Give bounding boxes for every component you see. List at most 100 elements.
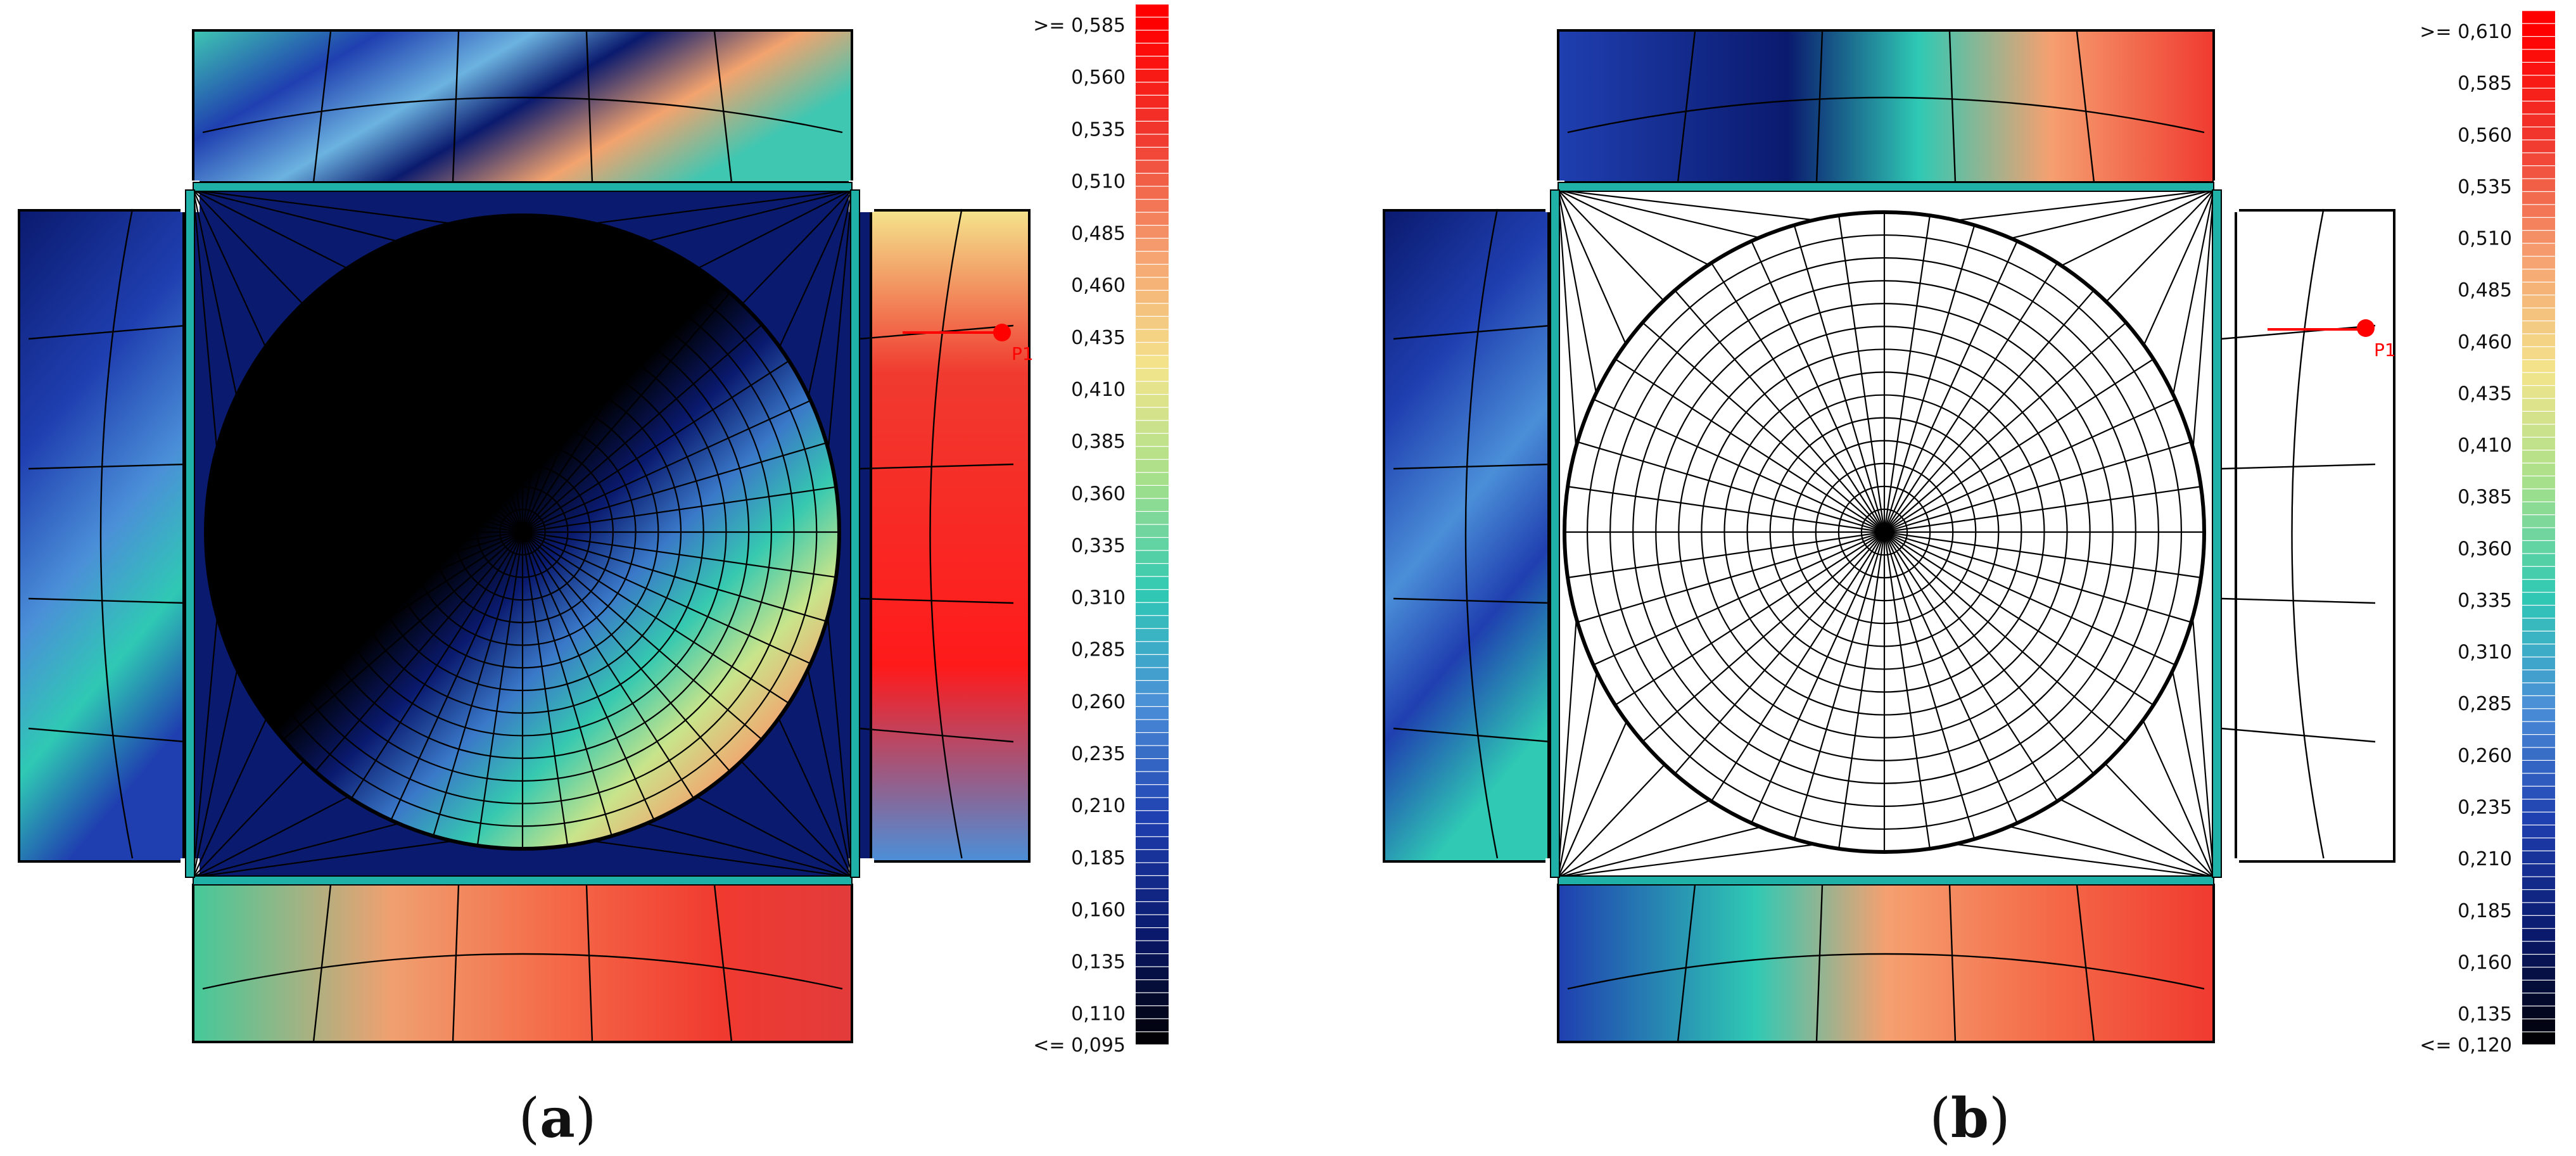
legend-color-band [2522,282,2555,295]
legend-color-band [2522,683,2555,696]
legend-color-band [2522,372,2555,385]
legend-color-band [1136,576,1169,590]
mesh-corner-line [193,189,452,224]
mesh-spoke [1642,531,1885,742]
mesh-wall-strip [850,189,860,878]
legend-color-band [1136,1006,1169,1019]
mesh-spoke [1711,262,1885,533]
legend-color-band [1136,746,1169,759]
mesh-corner-line [1557,672,1598,878]
mesh-corner-line [2172,189,2215,395]
mesh-spoke [1883,225,1976,533]
mesh-spoke [522,360,790,533]
legend-color-band [2522,231,2555,243]
legend-color-band [1136,369,1169,381]
mesh-arm-arc [1567,953,2205,990]
mesh-spoke [350,531,523,799]
mesh-wall-strip [193,875,853,886]
legend-color-band [2522,398,2555,411]
mesh-corner-line [740,760,853,878]
legend-color-band [2522,502,2555,515]
mesh-spoke [476,218,524,533]
legend-color-band [1136,954,1169,967]
mesh-corner-line [2010,189,2214,239]
legend-color-band [2522,825,2555,838]
legend-color-band [1136,628,1169,642]
legend-tick-label: 0,585 [2458,73,2512,95]
legend-color-band [2522,864,2555,877]
mesh-corner-line [1558,799,1710,878]
legend-color-band [1136,421,1169,433]
mesh-arm-line [1393,727,1551,743]
legend-color-band [2522,955,2555,967]
mesh-corner-line [778,189,853,348]
mesh-arm-line [713,884,733,1043]
mesh-corner-line [2009,825,2214,879]
legend-tick-label: 0,410 [2458,435,2512,457]
mesh-spoke [1883,531,1976,839]
mesh-wall-strip [193,182,853,192]
mesh-corner-line [192,669,238,878]
mesh-corner-line [827,189,853,450]
legend-color-band [1136,277,1169,290]
legend-min-label: <= 0,095 [1033,1034,1126,1057]
legend-color-band [1136,290,1169,303]
legend-color-band [1136,512,1169,524]
legend-color-band [2522,88,2555,101]
mesh-arm-line [585,884,593,1043]
mesh-spoke [218,531,523,622]
mesh-arm-line [28,597,186,604]
legend-color-band [2522,761,2555,773]
mesh-corner-line [193,718,267,878]
legend-color-band [1136,174,1169,186]
legend-color-band [1136,694,1169,706]
mesh-spoke [1567,486,1885,533]
legend-color-band [2522,75,2555,88]
legend-color-band [2522,657,2555,670]
mesh-spoke [522,531,837,578]
legend-color-band [2522,308,2555,321]
mesh-arm-line [713,31,733,183]
legend-tick-label: 0,510 [2458,228,2512,250]
mesh-arm-line [859,727,1014,743]
legend-color-band [2522,592,2555,605]
legend-color-band [1136,1032,1169,1045]
mesh-spoke [234,531,523,664]
panel-b-bottom-arm [1557,879,2215,1043]
mesh-spoke [1838,215,1886,533]
legend-color-band [1136,967,1169,980]
legend-color-band [2522,140,2555,153]
legend-color-band [2522,321,2555,334]
mesh-corner-line [742,189,853,305]
legend-tick-label: 0,285 [1071,639,1126,661]
mesh-arm-line [859,463,1014,470]
panel-b-mesh [1393,31,2376,1043]
mesh-arm-line [1393,324,1551,340]
mesh-spoke [1615,531,1885,706]
mesh-spoke [522,531,763,740]
mesh-spoke [522,531,827,622]
legend-color-band [2522,205,2555,217]
mesh-spoke [1577,531,1885,623]
legend-color-band [1136,459,1169,473]
legend-color-band [1136,564,1169,576]
legend-color-band [2522,346,2555,360]
mesh-spoke [521,227,612,533]
mesh-arm-line [2221,727,2376,743]
mesh-corner-line [193,189,267,348]
mesh-arm-arc [202,953,843,990]
mesh-spoke [521,531,612,837]
mesh-spoke [1884,531,2058,802]
mesh-corner-line [2104,763,2214,878]
legend-tick-label: 0,560 [1071,67,1126,89]
mesh-corner-line [1558,189,1665,302]
mesh-spoke [476,531,524,846]
legend-color-band [2522,424,2555,437]
mesh-spoke [234,400,523,533]
legend-tick-label: 0,310 [2458,642,2512,664]
legend-color-band [1136,720,1169,732]
legend-tick-label: 0,360 [2458,538,2512,560]
mesh-spoke [521,218,569,533]
mesh-spoke [390,531,524,821]
